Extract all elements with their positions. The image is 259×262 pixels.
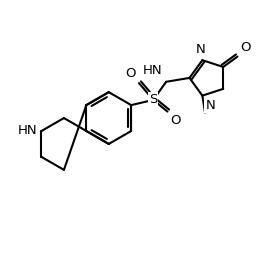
Text: O: O [241,41,251,54]
Text: HN: HN [143,64,162,77]
Text: O: O [125,68,136,80]
Text: S: S [149,94,157,106]
Text: N: N [196,42,206,56]
Text: O: O [171,114,181,127]
Text: HN: HN [18,124,38,138]
Text: N: N [205,99,215,112]
